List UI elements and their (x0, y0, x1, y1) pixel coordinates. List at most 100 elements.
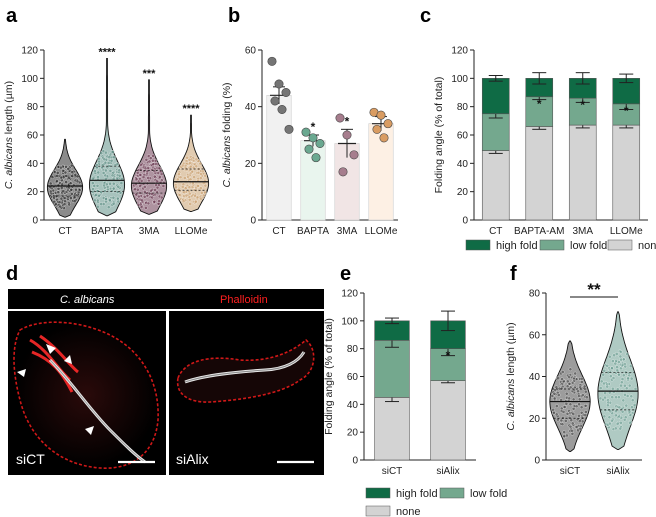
c-segment-low-fold (525, 96, 554, 127)
b-y-label-species: C. albicans (221, 135, 233, 188)
f-point (559, 418, 564, 423)
b-significance: * (311, 120, 316, 134)
micrograph-panel: C. albicans Phalloidin siCT siAlix (8, 289, 324, 475)
panel-label-f: f (510, 263, 517, 285)
f-point (568, 402, 573, 407)
a-point (176, 188, 181, 192)
f-point (570, 429, 574, 433)
f-point (579, 405, 584, 410)
e-legend-label: low fold (470, 488, 507, 500)
a-point (93, 169, 97, 173)
f-point (560, 370, 565, 374)
b-y-label-unit: folding (%) (221, 82, 233, 135)
f-point (585, 395, 589, 400)
a-point (182, 190, 187, 195)
f-point (610, 395, 614, 399)
label-sict-image: siCT (16, 451, 45, 467)
a-significance: *** (143, 68, 157, 80)
a-point (158, 175, 162, 179)
c-legend-label: low fold (570, 240, 607, 252)
a-y-label: C. albicans length (µm) (3, 81, 15, 189)
b-point (301, 127, 311, 137)
a-point (97, 156, 101, 161)
a-point (199, 172, 203, 176)
c-ytick-label: 40 (457, 159, 469, 170)
f-y-label-species: C. albicans (505, 378, 517, 431)
f-point (625, 352, 629, 356)
e-segment-none (430, 380, 466, 461)
a-point (160, 178, 164, 183)
c-significance: * (580, 98, 585, 112)
b-point (338, 167, 348, 177)
f-points-siAlix (598, 349, 638, 431)
e-legend-label: none (396, 506, 420, 517)
f-point (584, 410, 588, 414)
a-point (55, 179, 59, 183)
a-point (181, 163, 185, 168)
f-point (608, 421, 612, 426)
f-point (567, 375, 571, 379)
f-point (620, 377, 625, 381)
a-point (134, 192, 139, 197)
b-point (274, 79, 284, 89)
a-point (67, 202, 71, 207)
b-ytick-label: 20 (245, 159, 257, 170)
f-point (564, 419, 568, 423)
a-point (54, 202, 58, 206)
a-point (112, 155, 116, 160)
f-point (603, 391, 607, 395)
f-point (564, 391, 569, 396)
f-point (583, 404, 588, 408)
a-ytick-label: 20 (27, 187, 39, 198)
f-point (570, 421, 575, 426)
a-point (59, 196, 64, 201)
a-point (103, 189, 107, 193)
f-point (582, 384, 587, 389)
f-point (572, 379, 577, 383)
c-significance: * (624, 104, 629, 118)
f-point (601, 372, 605, 377)
f-point (577, 397, 582, 402)
a-point (157, 199, 161, 203)
f-point (630, 398, 635, 402)
a-point (93, 198, 97, 203)
a-point (115, 190, 120, 194)
a-point (196, 184, 200, 188)
f-point (606, 400, 611, 405)
c-xtick-label: CT (489, 226, 502, 237)
a-point (155, 179, 159, 184)
b-point (284, 124, 294, 134)
f-point (617, 414, 621, 419)
f-point (568, 424, 573, 429)
a-point (201, 169, 205, 174)
a-point (183, 186, 188, 191)
a-point (102, 157, 107, 162)
a-point (151, 154, 155, 158)
f-point (561, 410, 566, 414)
f-point (615, 422, 620, 426)
a-point (198, 161, 203, 166)
a-point (91, 181, 95, 185)
a-significance: **** (182, 103, 200, 115)
a-point (203, 173, 207, 178)
a-point (199, 176, 203, 180)
f-point (610, 418, 614, 423)
a-point (103, 173, 107, 178)
f-point (602, 369, 607, 373)
a-point (180, 185, 185, 189)
f-point (617, 372, 621, 377)
a-point (157, 166, 162, 170)
f-point (571, 407, 576, 411)
a-point (194, 157, 199, 162)
a-point (161, 184, 166, 188)
c-segment-high-fold (481, 78, 510, 115)
c-segment-none (481, 150, 510, 221)
c-segment-none (568, 124, 597, 221)
chart-a-violin: 0 20 40 60 80 100 120 C. albicans length (µm) CT… (3, 46, 212, 237)
b-xtick-label: 3MA (337, 226, 358, 237)
a-point (112, 186, 116, 191)
f-point (611, 359, 615, 363)
f-point (630, 405, 634, 409)
f-point (628, 364, 633, 368)
f-ytick-label: 80 (529, 289, 541, 300)
